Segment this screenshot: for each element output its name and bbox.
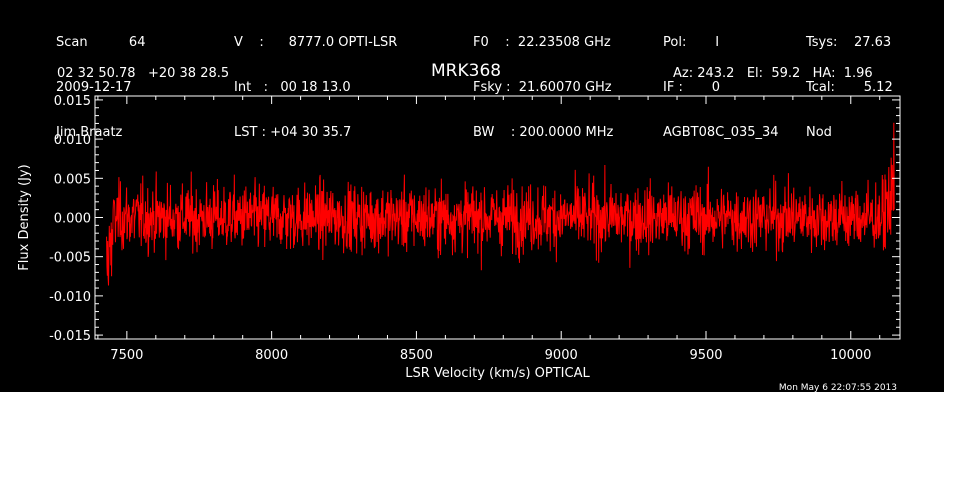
y-tick-label: 0.015	[54, 94, 91, 109]
chart-title: MRK368	[431, 61, 502, 81]
x-axis-label: LSR Velocity (km/s) OPTICAL	[405, 366, 590, 381]
y-axis-label: Flux Density (Jy)	[17, 164, 32, 270]
date-line: 2009-12-17	[56, 80, 132, 95]
y-tick-label: -0.010	[49, 290, 91, 305]
observer-line: Jim Braatz	[56, 125, 123, 140]
spectrum-chart: 7500 8000 8500 9000 9500 10000 0.015 0.010 0.005…	[17, 94, 901, 392]
flux-series-line	[106, 122, 895, 286]
timestamp: Mon May 6 22:07:55 2013	[779, 383, 897, 392]
pointing-info: Az: 243.2 El: 59.2 HA: 1.96	[673, 66, 873, 81]
y-tick-label: -0.015	[49, 329, 91, 344]
header-col-frequency: F0 : 22.23508 GHz Fsky : 21.60070 GHz BW…	[473, 5, 613, 170]
x-tick-label: 8000	[255, 348, 288, 363]
f0-line: F0 : 22.23508 GHz	[473, 35, 611, 50]
y-tick-label: -0.005	[49, 251, 91, 266]
header-col-pol: Pol: I IF : 0 AGBT08C_035_34	[663, 5, 779, 170]
plot-panel: Scan 64 2009-12-17 Jim Braatz V : 8777.0…	[0, 0, 944, 392]
x-tick-label: 9500	[689, 348, 722, 363]
y-tick-label: 0.000	[54, 212, 91, 227]
tsys-line: Tsys: 27.63	[806, 35, 892, 50]
velocity-line: V : 8777.0 OPTI-LSR	[234, 35, 398, 50]
if-line: IF : 0	[663, 80, 721, 95]
project-line: AGBT08C_035_34	[663, 125, 779, 140]
x-tick-label: 10000	[830, 348, 871, 363]
mode-line: Nod	[806, 125, 832, 140]
integration-line: Int : 00 18 13.0	[234, 80, 351, 95]
header-col-velocity: V : 8777.0 OPTI-LSR Int : 00 18 13.0 LST…	[234, 5, 397, 170]
pol-line: Pol: I	[663, 35, 720, 50]
header-col-tsys: Tsys: 27.63 Tcal: 5.12 Nod	[806, 5, 893, 170]
lst-line: LST : +04 30 35.7	[234, 125, 352, 140]
y-tick-label: 0.005	[54, 172, 91, 187]
x-tick-label: 7500	[110, 348, 143, 363]
y-tick-label: 0.010	[54, 133, 91, 148]
fsky-line: Fsky : 21.60070 GHz	[473, 80, 612, 95]
bw-line: BW : 200.0000 MHz	[473, 125, 614, 140]
scan-line: Scan 64	[56, 35, 146, 50]
coordinates: 02 32 50.78 +20 38 28.5	[57, 66, 230, 81]
x-tick-label: 8500	[400, 348, 433, 363]
header-col-scan: Scan 64 2009-12-17 Jim Braatz	[56, 5, 145, 170]
tcal-line: Tcal: 5.12	[806, 80, 893, 95]
x-tick-label: 9000	[545, 348, 578, 363]
